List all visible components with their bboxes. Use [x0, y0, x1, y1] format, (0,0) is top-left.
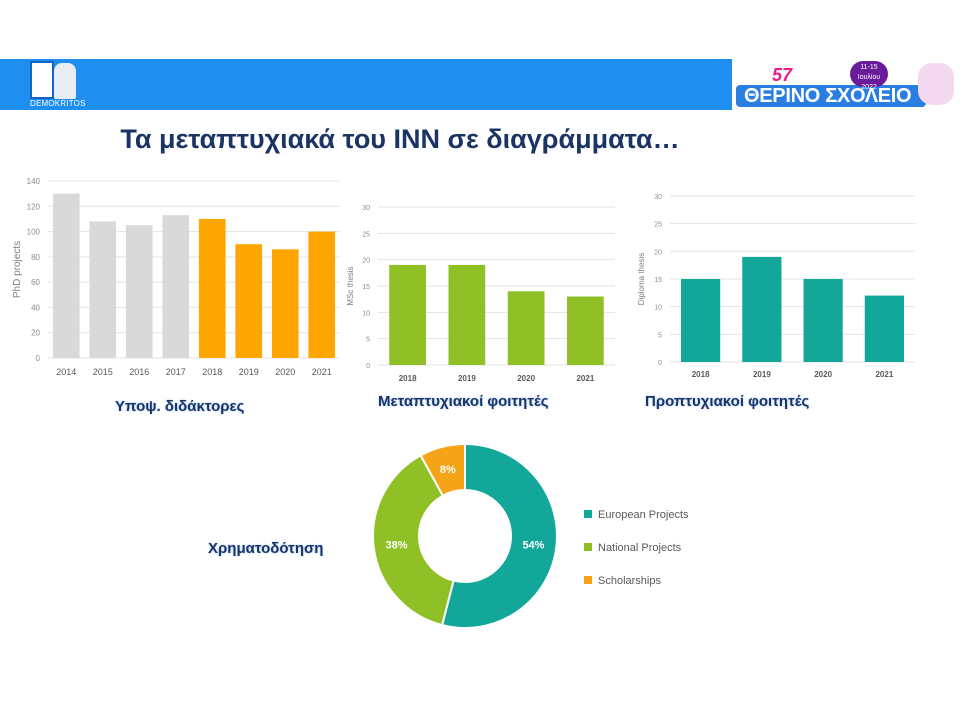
diploma-bar: [681, 279, 721, 362]
diploma-bar: [864, 295, 904, 362]
summer-school-dates: 11-15 Ιουλίου 2022: [850, 61, 888, 91]
funding-legend-swatch: [584, 510, 592, 518]
phd-x-tick-label: 2020: [275, 367, 295, 377]
phd-x-tick-label: 2019: [239, 367, 259, 377]
msc-y-tick-label: 30: [362, 205, 370, 212]
diploma-x-tick-label: 2021: [875, 370, 893, 379]
phd-bar: [89, 221, 117, 358]
phd-y-axis-label: PhD projects: [12, 241, 23, 298]
funding-legend-swatch: [584, 576, 592, 584]
phd-y-tick-label: 100: [27, 228, 41, 237]
logo-text: DEMOKRITOS: [30, 99, 86, 108]
diploma-y-tick-label: 0: [658, 360, 662, 367]
msc-y-tick-label: 0: [366, 363, 370, 370]
msc-x-tick-label: 2018: [399, 374, 417, 383]
phd-x-tick-label: 2018: [202, 367, 222, 377]
funding-slice-value-label: 8%: [440, 464, 456, 476]
logo-bust-image: [54, 63, 76, 99]
summer-school-logo-bar: [736, 85, 926, 107]
funding-slice: [372, 454, 455, 627]
diploma-chart: 0 5 10 15 20 25 30 2018 2019 2020 2021 Diploma thes…: [637, 194, 915, 379]
phd-y-tick-label: 60: [31, 278, 40, 287]
phd-chart: 0 20 40 60 80 100 120 140 2014 2015 2016 2017 2018 20…: [12, 177, 340, 377]
diploma-y-tick-label: 25: [654, 222, 662, 229]
phd-x-tick-label: 2015: [93, 367, 113, 377]
phd-y-tick-label: 140: [27, 177, 41, 186]
phd-x-tick-label: 2014: [56, 367, 76, 377]
msc-y-tick-label: 25: [362, 231, 370, 238]
msc-bar: [567, 296, 604, 365]
funding-donut-chart: 54% 38% 8% European Projects National Projec…: [372, 442, 689, 629]
phd-chart-label: Υποψ. διδάκτορες: [115, 398, 245, 415]
phd-y-tick-label: 40: [31, 303, 40, 312]
msc-bar: [448, 264, 486, 365]
funding-slice-value-label: 54%: [522, 540, 544, 552]
funding-chart-label: Χρηματοδότηση: [208, 540, 324, 557]
diploma-x-tick-label: 2019: [753, 370, 771, 379]
phd-y-tick-label: 0: [36, 354, 41, 363]
msc-y-tick-label: 20: [362, 258, 370, 265]
funding-slice: [440, 442, 558, 629]
logo-seal: [30, 61, 54, 99]
msc-y-axis-label: MSc thesis: [346, 266, 355, 305]
diploma-y-axis-label: Diploma thesis: [637, 253, 646, 305]
diploma-x-tick-label: 2018: [692, 370, 710, 379]
summer-school-decoration: [918, 63, 954, 105]
msc-y-tick-label: 5: [366, 337, 370, 344]
phd-bar: [162, 215, 190, 358]
phd-x-tick-label: 2021: [312, 367, 332, 377]
phd-x-tick-label: 2017: [166, 367, 186, 377]
funding-slice-value-label: 38%: [386, 540, 408, 552]
diploma-bar: [803, 279, 843, 362]
summer-school-logo: 57 11-15 Ιουλίου 2022 ΘΕΡΙΝΟ ΣΧΟΛΕΙΟ: [732, 59, 960, 110]
phd-bar: [52, 193, 80, 358]
diploma-y-tick-label: 15: [654, 277, 662, 284]
demokritos-logo: DEMOKRITOS: [30, 61, 85, 108]
diploma-y-tick-label: 30: [654, 194, 662, 201]
diploma-y-tick-label: 10: [654, 305, 662, 312]
phd-bar: [125, 225, 153, 358]
msc-chart-label: Μεταπτυχιακοί φοιτητές: [378, 393, 549, 410]
msc-x-tick-label: 2021: [576, 374, 594, 383]
summer-school-title: ΘΕΡΙΝΟ ΣΧΟΛΕΙΟ: [744, 85, 912, 107]
diploma-chart-label: Προπτυχιακοί φοιτητές: [645, 393, 810, 410]
msc-x-tick-label: 2019: [458, 374, 476, 383]
msc-bar: [389, 264, 426, 365]
funding-legend-label: Scholarships: [598, 575, 661, 587]
phd-bar: [198, 218, 226, 358]
diploma-y-tick-label: 5: [658, 332, 662, 339]
phd-x-tick-label: 2016: [129, 367, 149, 377]
msc-x-tick-label: 2020: [517, 374, 535, 383]
msc-y-tick-label: 15: [362, 284, 370, 291]
phd-bar: [308, 231, 336, 358]
funding-legend-label: European Projects: [598, 509, 689, 521]
msc-bar: [507, 291, 545, 365]
header-banner: DEMOKRITOS 57 11-15 Ιουλίου 2022 ΘΕΡΙΝΟ …: [0, 59, 960, 110]
phd-bar: [271, 249, 299, 358]
msc-y-tick-label: 10: [362, 310, 370, 317]
phd-bar: [235, 244, 263, 358]
diploma-bar: [742, 256, 782, 362]
phd-y-tick-label: 120: [27, 202, 41, 211]
msc-chart: 0 5 10 15 20 25 30 2018 2019 2020 2021 MSc thesis: [346, 205, 615, 383]
summer-school-edition: 57: [772, 65, 793, 85]
phd-y-tick-label: 80: [31, 253, 40, 262]
funding-legend-label: National Projects: [598, 542, 682, 554]
funding-slice: [419, 442, 466, 498]
funding-legend-swatch: [584, 543, 592, 551]
diploma-x-tick-label: 2020: [814, 370, 832, 379]
diploma-y-tick-label: 20: [654, 249, 662, 256]
page-title: Τα μεταπτυχιακά του ΙΝΝ σε διαγράμματα…: [120, 124, 680, 154]
phd-y-tick-label: 20: [31, 329, 40, 338]
